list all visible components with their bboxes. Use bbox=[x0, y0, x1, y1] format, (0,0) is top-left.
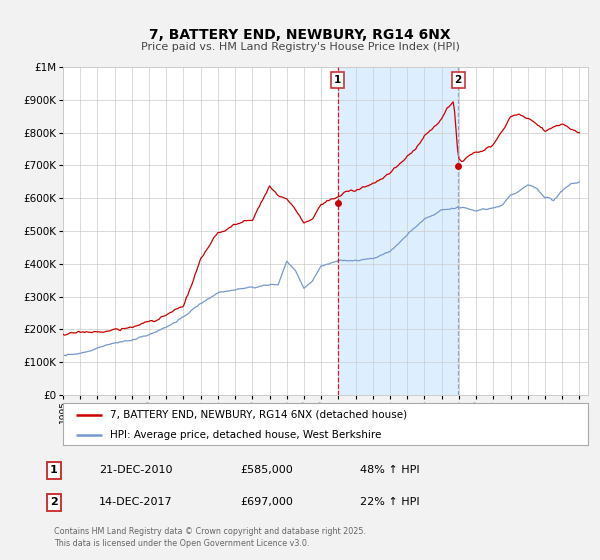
Text: 7, BATTERY END, NEWBURY, RG14 6NX (detached house): 7, BATTERY END, NEWBURY, RG14 6NX (detac… bbox=[110, 410, 407, 420]
Text: 1: 1 bbox=[50, 465, 58, 475]
Text: 21-DEC-2010: 21-DEC-2010 bbox=[99, 465, 173, 475]
Text: £697,000: £697,000 bbox=[240, 497, 293, 507]
Text: HPI: Average price, detached house, West Berkshire: HPI: Average price, detached house, West… bbox=[110, 430, 382, 440]
Text: 1: 1 bbox=[334, 76, 341, 85]
Text: 7, BATTERY END, NEWBURY, RG14 6NX: 7, BATTERY END, NEWBURY, RG14 6NX bbox=[149, 28, 451, 42]
Text: 22% ↑ HPI: 22% ↑ HPI bbox=[360, 497, 419, 507]
Text: 2: 2 bbox=[455, 76, 462, 85]
Text: £585,000: £585,000 bbox=[240, 465, 293, 475]
Text: 48% ↑ HPI: 48% ↑ HPI bbox=[360, 465, 419, 475]
Bar bbox=[338, 67, 458, 395]
Text: Contains HM Land Registry data © Crown copyright and database right 2025.
This d: Contains HM Land Registry data © Crown c… bbox=[54, 527, 366, 548]
Text: 14-DEC-2017: 14-DEC-2017 bbox=[99, 497, 173, 507]
Text: Price paid vs. HM Land Registry's House Price Index (HPI): Price paid vs. HM Land Registry's House … bbox=[140, 42, 460, 52]
Text: 2: 2 bbox=[50, 497, 58, 507]
